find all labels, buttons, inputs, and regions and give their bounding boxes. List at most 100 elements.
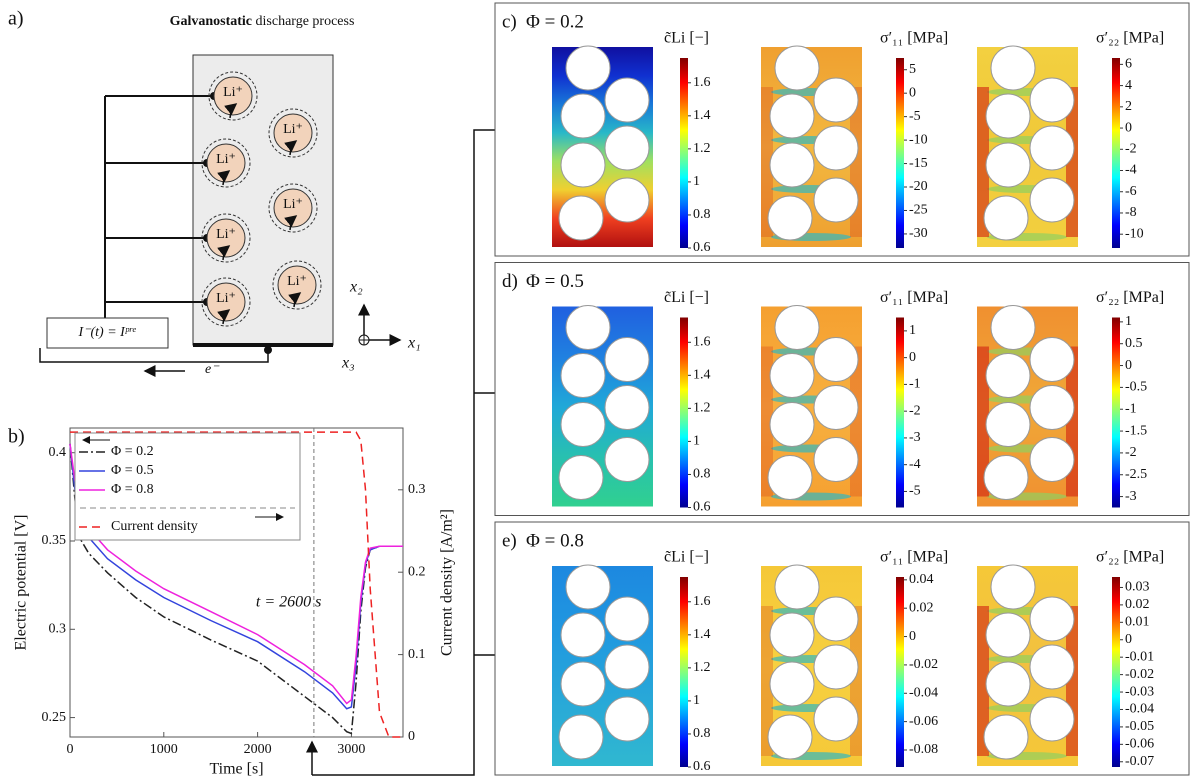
- colorbar-tick-label: 1.6: [693, 335, 711, 350]
- particle-shell: [272, 260, 322, 310]
- particle-hole: [558, 714, 604, 760]
- colorbar-tick-label: -25: [909, 203, 928, 218]
- colorbar-tick-label: 1.2: [693, 401, 711, 416]
- colorbar-tick-label: -0.08: [909, 742, 938, 757]
- particle-hole: [604, 77, 650, 123]
- particle-label: Li⁺: [216, 152, 236, 167]
- colorbar-tick-label: 0: [1125, 358, 1132, 373]
- colorbar-tick-label: 0.02: [1125, 597, 1150, 612]
- panel-phi: Φ = 0.2: [526, 11, 584, 32]
- colorbar: [896, 317, 904, 508]
- colorbar-tick-label: 1: [693, 434, 700, 449]
- colorbar-tick-label: -0.06: [909, 714, 938, 729]
- colorbar-tick-label: 0: [1125, 120, 1132, 135]
- particle-hole: [1029, 125, 1075, 171]
- legend-label: Φ = 0.8: [111, 482, 154, 497]
- colorbar-tick-label: -10: [909, 132, 928, 147]
- colorbar-tick-label: -8: [1125, 205, 1137, 220]
- colorbar-title: σ′₂₂ [MPa]: [1096, 549, 1164, 566]
- colorbar-tick-label: 0: [1125, 632, 1132, 647]
- colorbar-tick-label: 0.03: [1125, 580, 1150, 595]
- particle-label: Li⁺: [283, 122, 303, 137]
- ion-arrow: [217, 170, 231, 186]
- particle-hole: [560, 142, 606, 188]
- y-tick-label: 0.4: [49, 445, 67, 460]
- particle-hole: [813, 385, 859, 430]
- field-edge: [761, 87, 773, 237]
- particle-hole: [604, 596, 650, 642]
- particle-hole: [774, 45, 820, 91]
- colorbar-tick-label: 6: [1125, 57, 1132, 72]
- particle-hole: [767, 455, 813, 500]
- particle-hole: [560, 661, 606, 707]
- particle-hole: [813, 437, 859, 482]
- ion-arrow: [288, 292, 302, 308]
- colorbar: [1112, 317, 1120, 508]
- colorbar-tick-label: -0.04: [909, 685, 938, 700]
- x-tick-label: 0: [67, 742, 74, 757]
- particle-hole: [604, 337, 650, 382]
- panel-phi: Φ = 0.5: [526, 271, 584, 292]
- axis-out-cross: [359, 335, 369, 345]
- colorbar-tick-label: -20: [909, 179, 928, 194]
- particle-hole: [813, 177, 859, 223]
- colorbar-tick-label: 1.4: [693, 108, 711, 123]
- contact-dot: [264, 346, 272, 354]
- colorbar-tick-label: -0.04: [1125, 702, 1154, 717]
- particle-hole: [769, 612, 815, 658]
- colorbar-tick-label: 0.8: [693, 207, 711, 222]
- particle-hole: [565, 305, 611, 350]
- y2-tick-label: 0.3: [408, 482, 426, 497]
- colorbar: [1112, 577, 1120, 767]
- particle-hole: [560, 612, 606, 658]
- series-line: [70, 431, 403, 738]
- field-edge: [977, 87, 989, 237]
- current-box: [46, 317, 169, 349]
- colorbar-tick-label: -2: [1125, 142, 1137, 157]
- particle-hole: [565, 45, 611, 91]
- panel-label: b): [8, 426, 25, 448]
- y-tick-label: 0.35: [42, 533, 67, 548]
- particle-hole: [560, 353, 606, 398]
- colorbar-tick-label: 0: [909, 350, 916, 365]
- particle-hole: [985, 402, 1031, 447]
- legend-label: Current density: [111, 519, 198, 534]
- particle-hole: [813, 125, 859, 171]
- particle-hole: [1029, 77, 1075, 123]
- colorbar-tick-label: 0.04: [909, 572, 934, 587]
- y2-axis-label: Current density [A/m²]: [439, 509, 456, 656]
- particle-shell: [201, 213, 251, 263]
- panel-label: d): [502, 271, 518, 292]
- particle-hole: [813, 644, 859, 690]
- colorbar-tick-label: -0.5: [1125, 380, 1147, 395]
- particle-label: Li⁺: [287, 274, 307, 289]
- particle-hole: [813, 77, 859, 123]
- colorbar-tick-label: -0.07: [1125, 754, 1154, 769]
- colorbar-tick-label: -15: [909, 156, 928, 171]
- colorbar-tick-label: -4: [909, 457, 921, 472]
- particle-hole: [565, 564, 611, 610]
- current-label: I⁻(t) = Iᵖʳᵉ: [77, 325, 136, 340]
- colorbar-title: σ′₁₁ [MPa]: [880, 30, 948, 47]
- ion-arrow: [217, 309, 231, 325]
- y-tick-label: 0.25: [42, 710, 67, 725]
- particle-hole: [774, 564, 820, 610]
- colorbar-tick-label: -4: [1125, 163, 1137, 178]
- particle-hole: [1029, 177, 1075, 223]
- particle-hole: [1029, 385, 1075, 430]
- particle-shell: [268, 183, 318, 233]
- panel-label: c): [502, 11, 517, 32]
- particle-label: Li⁺: [283, 197, 303, 212]
- colorbar-tick-label: 0.5: [1125, 336, 1143, 351]
- particle-hole: [604, 696, 650, 742]
- colorbar-tick-label: -10: [1125, 226, 1144, 241]
- particle-hole: [990, 564, 1036, 610]
- particle-hole: [558, 195, 604, 241]
- field-edge: [977, 346, 989, 497]
- panel-label: a): [8, 8, 24, 30]
- electron-label: e⁻: [205, 362, 220, 377]
- y-tick-label: 0.3: [49, 622, 67, 637]
- colorbar-tick-label: 0.01: [1125, 615, 1150, 630]
- colorbar-tick-label: -5: [909, 109, 921, 124]
